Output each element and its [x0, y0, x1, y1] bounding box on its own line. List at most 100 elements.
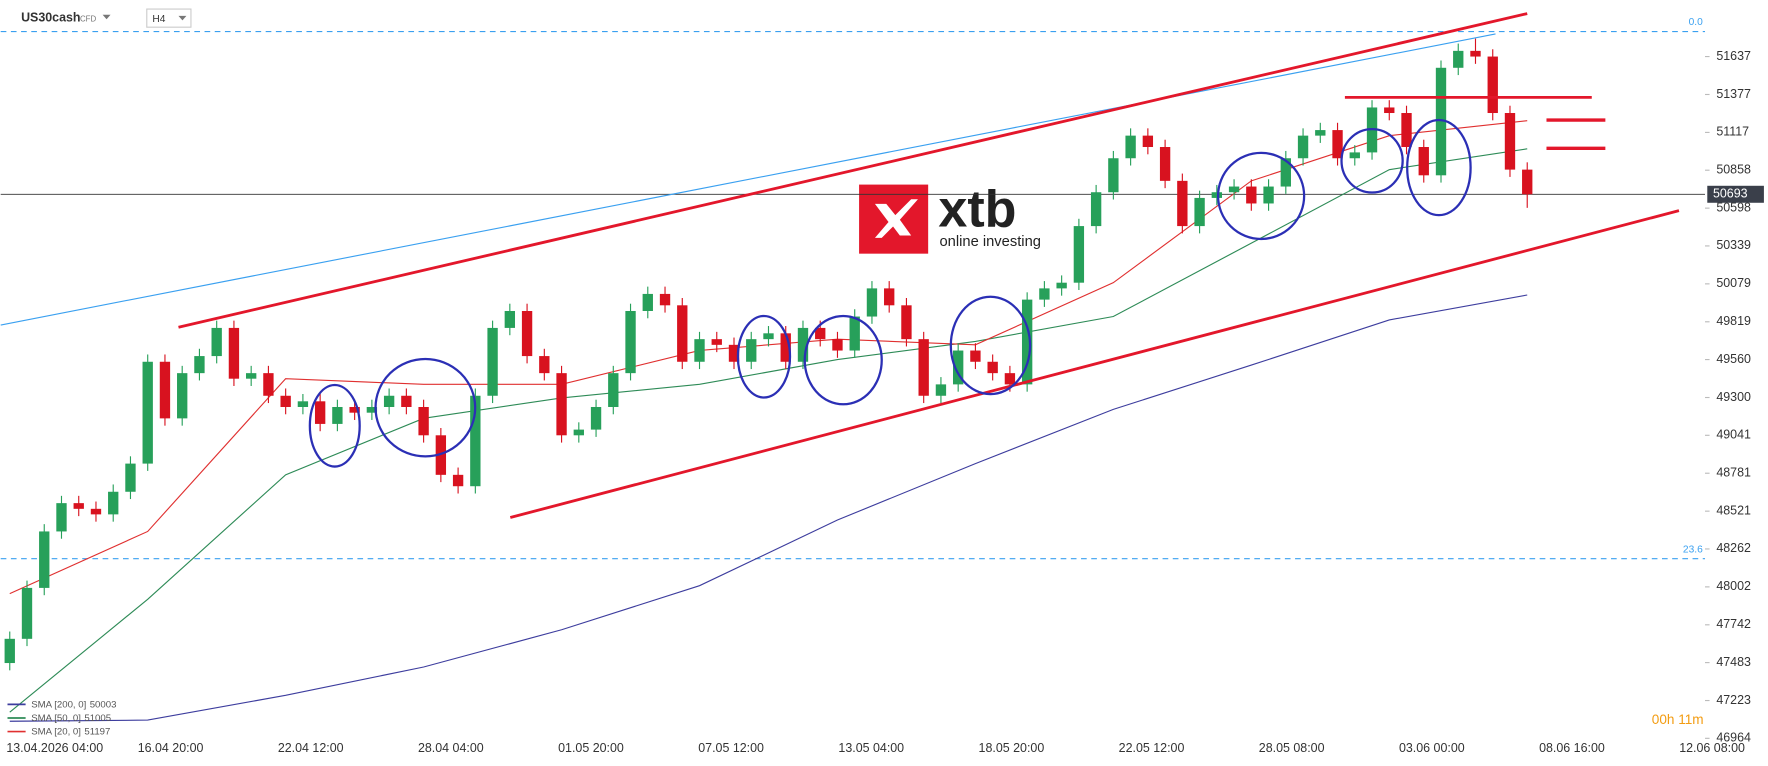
legend-name: SMA [20, 0] — [31, 726, 81, 737]
sma-line — [9, 294, 1528, 722]
candle-body — [746, 339, 757, 362]
candle-body — [332, 406, 343, 424]
candle-body — [849, 316, 860, 351]
candle-timer: 00h 11m — [1652, 712, 1704, 727]
candle-body — [125, 463, 136, 492]
last-price-badge — [1707, 185, 1764, 203]
candle-body — [556, 373, 567, 436]
candle-body — [314, 401, 326, 424]
candle-body — [1315, 130, 1326, 136]
candle-body — [642, 293, 653, 311]
candle-body — [1039, 288, 1050, 300]
y-tick-label: 49041 — [1716, 428, 1751, 442]
x-tick-label: 16.04 20:00 — [138, 741, 204, 755]
legend-entry: SMA [20, 0] 51197 — [31, 726, 110, 737]
logo-mark — [874, 199, 918, 238]
candle-body — [297, 401, 309, 407]
plot: 51637 51377 51117 50858 50598 50339 50079 49819… — [0, 17, 1764, 755]
candle-body — [521, 310, 533, 357]
candle-body — [1263, 186, 1274, 204]
candle-body — [832, 339, 843, 351]
candle-body — [1246, 186, 1257, 204]
candle-body — [142, 361, 153, 464]
candle-body — [1418, 147, 1429, 176]
candle-body — [1470, 50, 1481, 57]
channel-upper — [178, 12, 1528, 329]
candle-body — [1435, 67, 1447, 176]
candle-body — [366, 406, 378, 413]
fib-label: 23.6 — [1683, 544, 1703, 555]
candle-body — [90, 508, 102, 515]
y-tick-label: 47223 — [1716, 693, 1751, 707]
candle-body — [56, 503, 67, 532]
timeframe[interactable]: H4 — [152, 14, 165, 25]
symbol[interactable]: US30cash — [21, 10, 80, 24]
y-tick-label: 47483 — [1716, 655, 1751, 669]
candle-body — [1280, 158, 1291, 187]
candle-body — [177, 373, 188, 419]
y-tick-label: 50079 — [1716, 276, 1751, 290]
legend-value: 51197 — [84, 726, 110, 737]
y-tick-label: 50598 — [1716, 200, 1751, 214]
candle-body — [608, 373, 619, 407]
candle-body — [573, 429, 584, 436]
candle-body — [1522, 169, 1533, 195]
candle-body — [901, 305, 912, 340]
candle-body — [39, 531, 50, 588]
candle-body — [1211, 192, 1223, 198]
highlight-circle — [374, 357, 477, 458]
dropdown-arrow[interactable] — [102, 14, 111, 20]
candle-body — [1349, 152, 1360, 159]
highlight-circle — [1406, 118, 1472, 217]
x-tick-label: 07.05 12:00 — [698, 741, 764, 755]
y-tick-label: 48781 — [1716, 466, 1751, 480]
candle-body — [1401, 113, 1412, 148]
y-tick-label: 49560 — [1716, 352, 1751, 366]
highlight-circle — [949, 295, 1032, 396]
y-tick-label: 50339 — [1716, 238, 1751, 252]
candle-body — [953, 350, 964, 385]
candle-body — [797, 327, 809, 362]
y-tick-label: 48521 — [1716, 503, 1751, 517]
candle-body — [625, 310, 636, 374]
highlight-circle — [803, 314, 883, 406]
candle-body — [1108, 158, 1119, 193]
candle-body — [1125, 135, 1136, 159]
candle-body — [866, 288, 878, 317]
candle-body — [677, 305, 688, 362]
candle-body — [228, 327, 240, 379]
highlight-circle — [308, 383, 361, 468]
candle-body — [159, 361, 171, 419]
dropdown-arrow[interactable] — [178, 15, 187, 21]
legend-entry: SMA [200, 0] 50003 — [31, 699, 116, 710]
candle-body — [1021, 299, 1033, 385]
candle-body — [1228, 186, 1240, 193]
channel-lower — [509, 209, 1680, 519]
instrument-kind: CFD — [80, 14, 97, 23]
highlight-circle — [1340, 127, 1404, 194]
candle-body — [590, 406, 602, 430]
candle-body — [918, 339, 929, 396]
candle-body — [1177, 180, 1188, 227]
legend-name: SMA [200, 0] — [31, 699, 86, 710]
candle-body — [1194, 197, 1205, 227]
candle-body — [452, 474, 464, 487]
candle-body — [263, 373, 274, 396]
candle-body — [1487, 56, 1498, 114]
candle-body — [1159, 147, 1171, 181]
candle-body — [211, 327, 222, 357]
y-tick-label: 51377 — [1716, 87, 1751, 101]
last-price-label: 50693 — [1713, 187, 1748, 201]
y-tick-label: 49300 — [1716, 390, 1751, 404]
sma-line — [9, 148, 1528, 713]
x-tick-label: 22.05 12:00 — [1119, 741, 1185, 755]
y-tick-label: 48262 — [1716, 541, 1751, 555]
candle-body — [780, 333, 791, 362]
timeframe-box[interactable] — [146, 8, 192, 28]
candle-body — [487, 327, 498, 396]
legend-entry: SMA [50, 0] 51005 — [31, 713, 111, 724]
candle-body — [970, 350, 981, 362]
x-tick-label: 28.05 08:00 — [1259, 741, 1325, 755]
